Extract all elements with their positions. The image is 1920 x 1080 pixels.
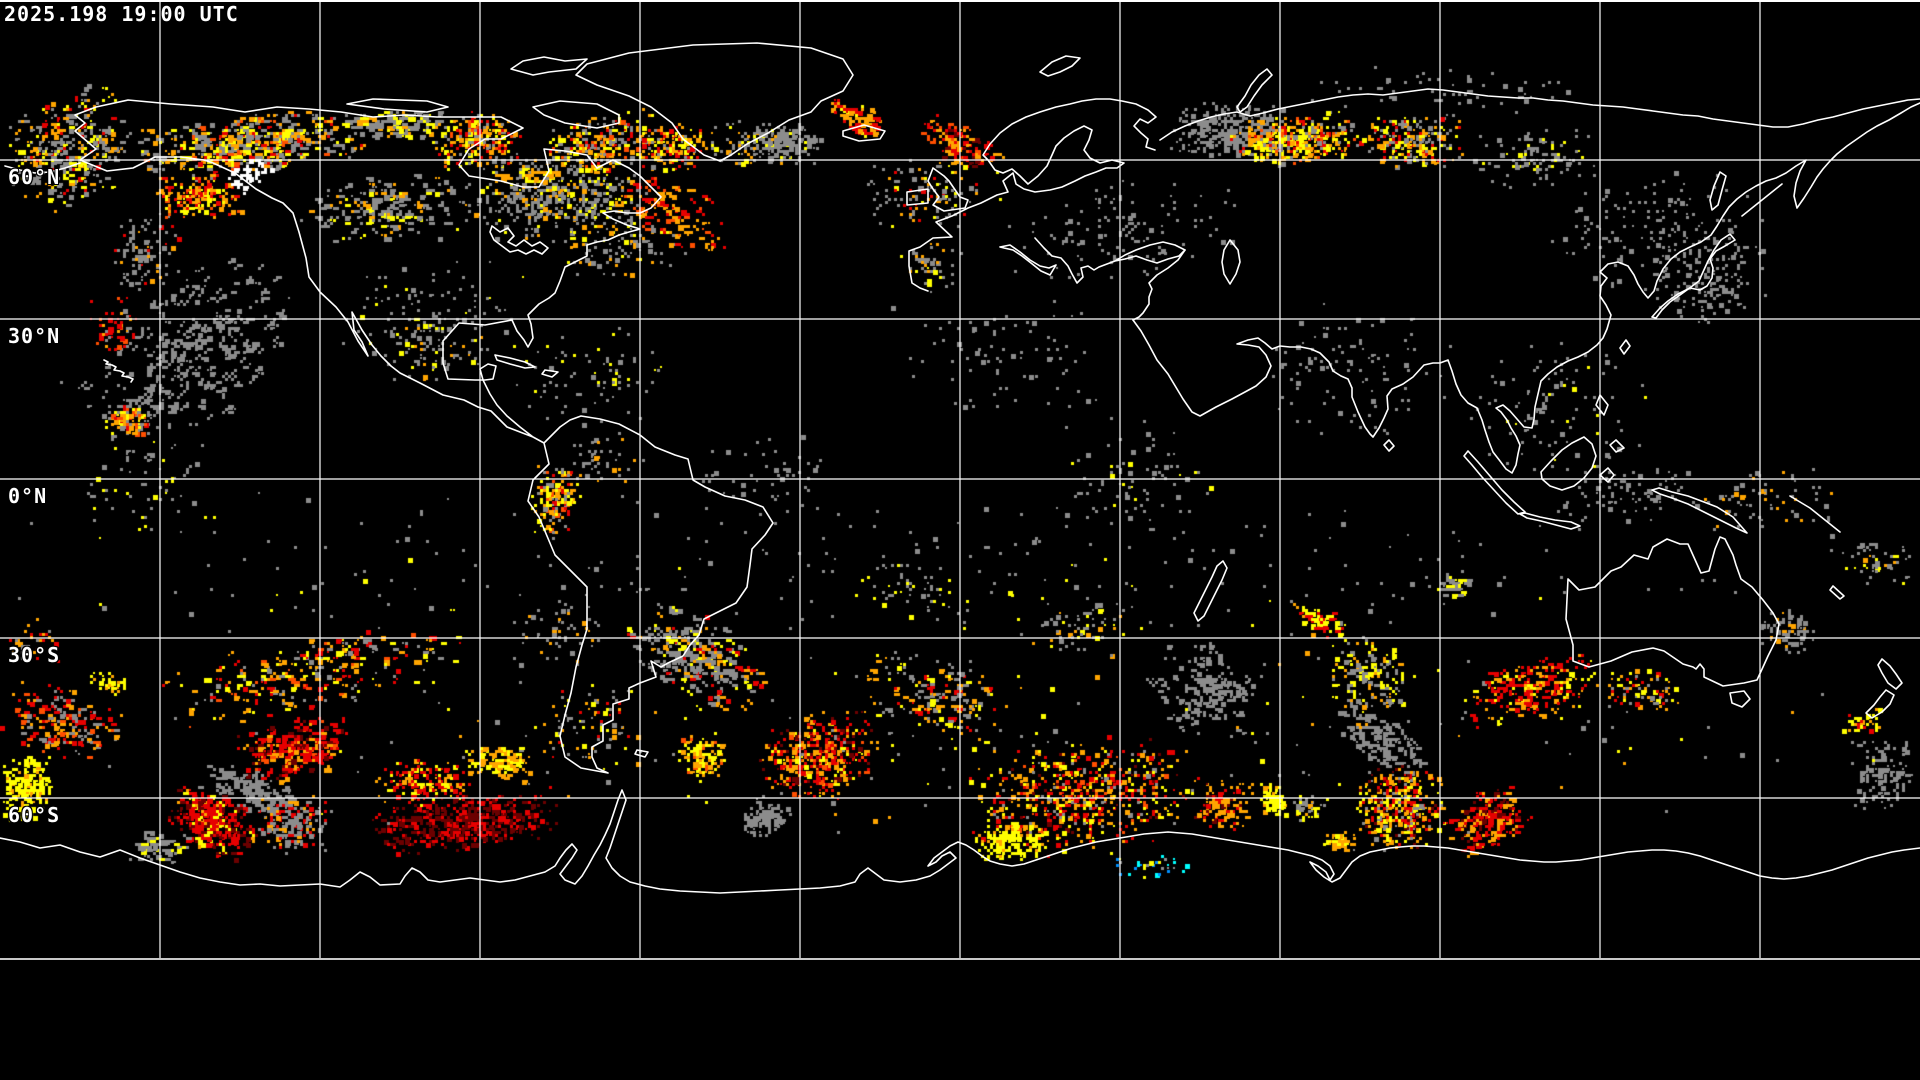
lat-label: 60°S [8, 803, 61, 827]
coastline [1865, 689, 1895, 719]
lat-label: 30°S [8, 643, 61, 667]
coastline [908, 98, 1157, 292]
coastline [0, 789, 1920, 894]
coastline [74, 99, 774, 774]
coastline [1619, 339, 1631, 355]
lat-label: 60°N [8, 165, 61, 189]
coastline [510, 56, 588, 76]
coastline [1789, 495, 1841, 533]
world-map: 2025.198 19:00 UTC 60°N 30°N 0°N 30°S 60°S [0, 0, 1920, 960]
coastline [1741, 183, 1783, 217]
coastline [346, 98, 449, 113]
coastline [1383, 439, 1395, 452]
coastline [927, 167, 969, 212]
coastline [1709, 171, 1727, 211]
coastline [1595, 394, 1609, 416]
coastline [1236, 68, 1273, 113]
coastline [1829, 585, 1845, 600]
coastline [1132, 102, 1920, 474]
coastline-graticule-layer [0, 0, 1920, 960]
coastline [541, 369, 559, 378]
coastline [1221, 239, 1241, 285]
coastline [842, 124, 886, 142]
coastline [634, 749, 649, 758]
coastline [1193, 560, 1228, 622]
coastline [1540, 436, 1597, 491]
coastline [532, 100, 620, 129]
coastline [906, 188, 929, 206]
lat-label: 30°N [8, 324, 61, 348]
coastline [1034, 237, 1186, 284]
coastline [1565, 536, 1780, 687]
coastline [1599, 467, 1615, 483]
coastline [1651, 487, 1748, 534]
coastline [1463, 450, 1526, 515]
coastline [489, 225, 549, 255]
coastline [1609, 439, 1625, 453]
lat-label: 0°N [8, 484, 48, 508]
timestamp: 2025.198 19:00 UTC [4, 2, 239, 26]
coastline [1651, 233, 1736, 319]
coastline [1729, 690, 1751, 708]
coastline [494, 354, 536, 369]
coastline [575, 42, 854, 162]
coastline [999, 244, 1057, 276]
coastline [1877, 658, 1903, 690]
coastline [1039, 55, 1081, 77]
coastline [1132, 249, 1186, 321]
coastline [1519, 512, 1581, 530]
legend-bar: SLW Large Drop Index 13.5-1616-1919-2222… [0, 960, 1920, 1080]
coastline [1159, 88, 1920, 141]
coastline [103, 359, 134, 383]
coastline [4, 162, 81, 174]
